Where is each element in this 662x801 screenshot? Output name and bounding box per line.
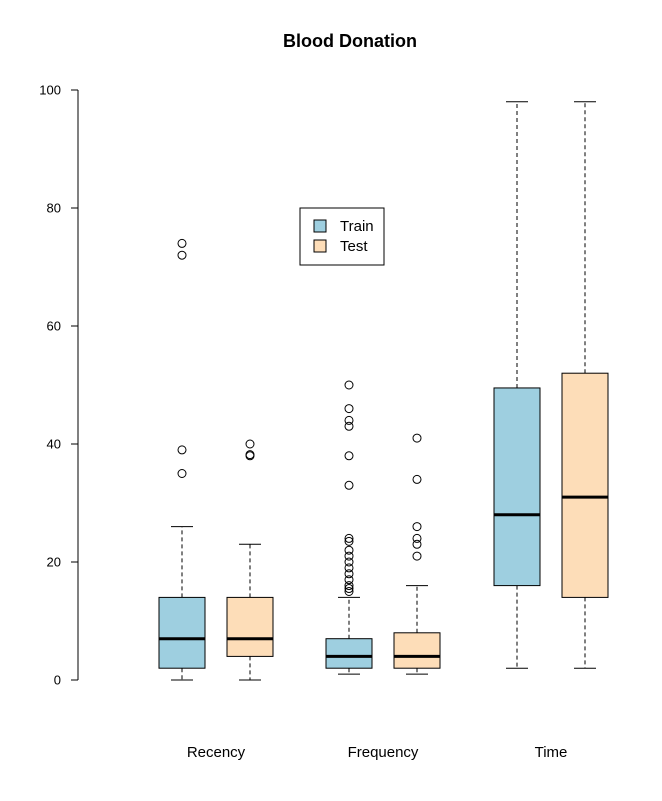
- outlier-point: [344, 587, 354, 596]
- outlier-point: [344, 581, 354, 591]
- outlier-point: [344, 451, 354, 461]
- outlier-point: [344, 584, 354, 594]
- outlier-point: [344, 380, 354, 390]
- box-train-frequency: [325, 380, 373, 675]
- outlier-point: [344, 557, 354, 567]
- box-test-time: [561, 101, 609, 669]
- outlier-point: [412, 533, 422, 543]
- outlier-point: [344, 480, 354, 490]
- box-test-frequency: [393, 433, 441, 675]
- x-category-label: Time: [535, 744, 568, 761]
- outlier-point: [177, 445, 187, 455]
- box-group-time: [493, 101, 609, 669]
- outlier-point: [344, 533, 354, 543]
- outlier-point: [412, 551, 422, 561]
- legend-label-test: Test: [340, 238, 368, 255]
- outlier-point: [177, 250, 187, 260]
- chart-title: Blood Donation: [283, 31, 417, 51]
- outlier-point: [344, 563, 354, 573]
- box-iqr: [226, 596, 274, 657]
- box-iqr: [393, 632, 441, 669]
- y-axis: 0 20 40 60 80 100: [39, 83, 79, 688]
- outlier-point: [412, 474, 422, 484]
- outlier-point: [344, 536, 354, 546]
- outlier-point: [412, 522, 422, 532]
- outlier-point: [245, 450, 255, 460]
- box-groups: [158, 101, 609, 681]
- outlier-point: [412, 433, 422, 443]
- outlier-point: [412, 539, 422, 549]
- box-iqr: [158, 596, 206, 669]
- y-tick-label: 20: [47, 555, 61, 570]
- legend-label-train: Train: [340, 218, 374, 235]
- box-group-recency: [158, 238, 274, 681]
- legend-box: [299, 207, 385, 266]
- outlier-point: [344, 415, 354, 425]
- x-category-labels: Recency Frequency Time: [187, 744, 568, 761]
- legend: Train Test: [299, 207, 385, 266]
- box-train-recency: [158, 238, 206, 681]
- box-group-frequency: [325, 380, 441, 675]
- outlier-point: [344, 551, 354, 561]
- outlier-point: [344, 545, 354, 555]
- y-tick-label: 60: [47, 319, 61, 334]
- x-category-label: Frequency: [348, 744, 419, 761]
- outlier-point: [177, 469, 187, 478]
- legend-swatch-test: [313, 239, 327, 253]
- legend-swatch-train: [313, 219, 327, 233]
- outlier-point: [344, 404, 354, 414]
- box-iqr: [493, 387, 541, 587]
- y-tick-label: 100: [39, 83, 61, 98]
- box-train-time: [493, 101, 541, 669]
- box-test-recency: [226, 439, 274, 681]
- y-tick-label: 0: [54, 673, 61, 688]
- outlier-point: [177, 238, 187, 248]
- outlier-point: [344, 575, 354, 585]
- box-iqr: [561, 372, 609, 598]
- outlier-point: [344, 421, 354, 431]
- y-tick-label: 40: [47, 437, 61, 452]
- x-category-label: Recency: [187, 744, 246, 761]
- outlier-point: [245, 439, 255, 449]
- box-iqr: [325, 638, 373, 669]
- outlier-point: [344, 569, 354, 579]
- y-tick-label: 80: [47, 201, 61, 216]
